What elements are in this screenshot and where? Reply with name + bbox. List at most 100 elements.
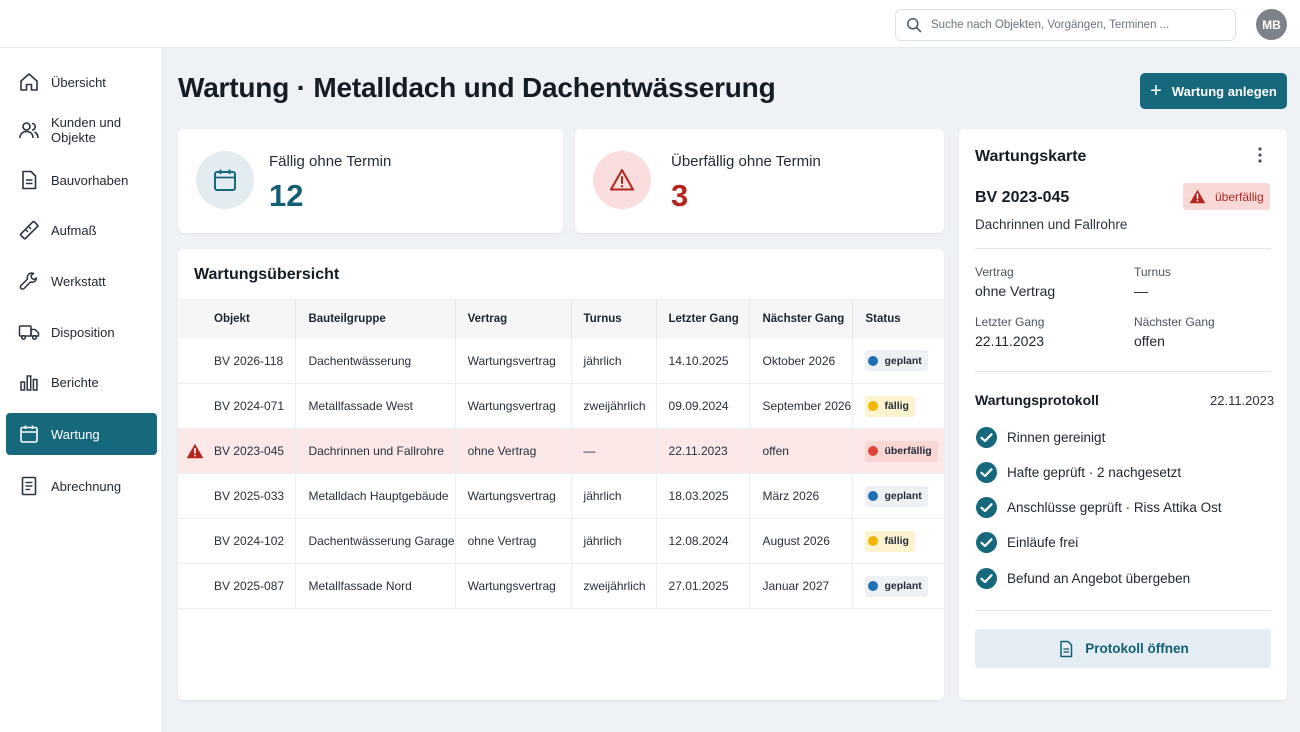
sidebar-item-label: Kunden und Objekte — [51, 115, 122, 145]
naechster-gang-value: offen — [1134, 333, 1165, 349]
cell-objekt-text: BV 2025-033 — [214, 489, 285, 503]
page-title: Wartung · Metalldach und Dachentwässerun… — [178, 72, 776, 103]
protocol-item-label: Hafte geprüft · 2 nachgesetzt — [1007, 464, 1182, 480]
cell-vertrag-text: ohne Vertrag — [467, 444, 537, 458]
column-header-vertrag[interactable]: Vertrag — [455, 299, 572, 339]
user-avatar[interactable]: MB — [1256, 9, 1287, 40]
home-icon — [18, 71, 40, 93]
column-header-turnus[interactable]: Turnus — [571, 299, 657, 339]
open-protocol-label: Protokoll öffnen — [1085, 641, 1189, 656]
column-header-status[interactable]: Status — [852, 299, 944, 339]
calendar-icon — [18, 423, 40, 445]
cell-letzter-gang-text: 18.03.2025 — [668, 489, 729, 503]
cell-naechster-gang-text: September 2026 — [762, 399, 852, 413]
sidebar-item-uebersicht[interactable]: Übersicht — [6, 61, 157, 103]
table-row[interactable]: BV 2024-071 Metallfassade West Wartungsver… — [178, 383, 944, 429]
cell-bauteilgruppe-text: Metallfassade Nord — [308, 579, 412, 593]
cell-naechster-gang: September 2026 — [749, 383, 854, 429]
status-label: fällig — [884, 400, 909, 412]
cell-naechster-gang-text: Januar 2027 — [762, 579, 830, 593]
cell-status: überfällig — [852, 428, 944, 474]
cell-turnus-text: jährlich — [583, 489, 622, 503]
cell-status: fällig — [852, 518, 944, 564]
cell-status: geplant — [852, 338, 944, 384]
cell-vertrag: Wartungsvertrag — [455, 473, 572, 519]
cell-vertrag: ohne Vertrag — [455, 518, 572, 564]
letzter-gang-label: Letzter Gang — [975, 315, 1045, 329]
table-row[interactable]: BV 2024-102 Dachentwässerung Garage ohne V… — [178, 518, 944, 564]
cell-letzter-gang-text: 27.01.2025 — [668, 579, 729, 593]
create-maintenance-label: Wartung anlegen — [1171, 83, 1277, 99]
status-label: überfällig — [884, 445, 932, 457]
table-row[interactable]: BV 2025-087 Metallfassade Nord Wartungsver… — [178, 563, 944, 609]
overview-title: Wartungsübersicht — [194, 266, 340, 283]
protocol-item: Hafte geprüft · 2 nachgesetzt — [975, 460, 1181, 484]
cell-letzter-gang-text: 12.08.2024 — [668, 534, 729, 548]
cell-bauteilgruppe: Metallfassade Nord — [295, 563, 456, 609]
stat-card-due[interactable]: Fällig ohne Termin 12 — [178, 129, 563, 233]
cell-bauteilgruppe-text: Dachrinnen und Fallrohre — [308, 444, 444, 458]
wrench-icon — [18, 270, 40, 292]
sidebar-item-aufmass[interactable]: Aufmaß — [6, 209, 157, 251]
protocol-title: Wartungsprotokoll — [975, 392, 1099, 408]
users-icon — [18, 119, 40, 141]
sidebar-item-abrechnung[interactable]: Abrechnung — [6, 465, 157, 507]
table-header-row: Objekt Bauteilgruppe Vertrag Turnus Letz… — [178, 299, 944, 339]
sidebar-item-bauvorhaben[interactable]: Bauvorhaben — [6, 159, 157, 201]
cell-turnus-text: jährlich — [583, 534, 622, 548]
cell-vertrag-text: Wartungsvertrag — [467, 489, 556, 503]
status-badge: geplant — [865, 485, 928, 507]
status-badge: fällig — [865, 395, 915, 417]
sidebar-item-label: Aufmaß — [51, 222, 97, 238]
cell-naechster-gang: Oktober 2026 — [749, 338, 854, 384]
letzter-gang-value: 22.11.2023 — [975, 333, 1045, 349]
check-circle-icon — [976, 531, 997, 553]
search-input[interactable] — [931, 19, 1221, 31]
table-row[interactable]: BV 2023-045 Dachrinnen und Fallrohre ohne … — [178, 428, 944, 474]
document-icon — [18, 169, 40, 191]
sidebar-item-wartung[interactable]: Wartung — [6, 413, 157, 455]
top-bar: MB — [0, 0, 1300, 48]
cell-bauteilgruppe: Metallfassade West — [295, 383, 456, 429]
column-header-bauteilgruppe[interactable]: Bauteilgruppe — [295, 299, 456, 339]
cell-bauteilgruppe: Dachrinnen und Fallrohre — [295, 428, 456, 474]
search-icon — [907, 18, 922, 33]
sidebar-item-kunden[interactable]: Kunden und Objekte — [6, 109, 157, 151]
table-row[interactable]: BV 2026-118 Dachentwässerung Wartungsvertr… — [178, 338, 944, 384]
status-label: geplant — [884, 490, 922, 502]
cell-naechster-gang: März 2026 — [749, 473, 854, 519]
sidebar-item-werkstatt[interactable]: Werkstatt — [6, 260, 157, 302]
table-row[interactable]: BV 2025-033 Metalldach Hauptgebäude Wartun… — [178, 473, 944, 519]
divider — [975, 248, 1271, 249]
sidebar-item-disposition[interactable]: Disposition — [6, 311, 157, 353]
turnus-label: Turnus — [1134, 265, 1171, 279]
status-label: fällig — [884, 535, 909, 547]
cell-letzter-gang: 27.01.2025 — [656, 563, 751, 609]
open-protocol-button[interactable]: Protokoll öffnen — [975, 629, 1271, 668]
sidebar-item-berichte[interactable]: Berichte — [6, 361, 157, 403]
vertrag-value: ohne Vertrag — [975, 283, 1056, 299]
cell-bauteilgruppe: Dachentwässerung — [295, 338, 456, 384]
cell-vertrag: Wartungsvertrag — [455, 563, 572, 609]
column-header-objekt[interactable]: Objekt — [178, 299, 297, 339]
cell-objekt-text: BV 2024-102 — [214, 534, 285, 548]
cell-bauteilgruppe-text: Metalldach Hauptgebäude — [308, 489, 449, 503]
create-maintenance-button[interactable]: + Wartung anlegen — [1140, 73, 1287, 109]
status-badge: überfällig — [1183, 183, 1270, 210]
status-dot-icon — [868, 581, 879, 591]
status-dot-icon — [868, 401, 879, 411]
cell-turnus: — — [571, 428, 657, 474]
stat-due-label: Fällig ohne Termin — [269, 153, 392, 170]
cell-turnus: zweijährlich — [571, 383, 657, 429]
ruler-icon — [18, 219, 40, 241]
cell-objekt-text: BV 2026-118 — [214, 353, 284, 368]
search-box[interactable] — [895, 9, 1236, 41]
stat-card-overdue[interactable]: Überfällig ohne Termin 3 — [575, 129, 944, 233]
cell-turnus-text: jährlich — [583, 353, 622, 368]
column-header-naechster-gang[interactable]: Nächster Gang — [749, 299, 854, 339]
sidebar-item-label: Disposition — [51, 324, 115, 340]
column-header-letzter-gang[interactable]: Letzter Gang — [656, 299, 751, 339]
protocol-date: 22.11.2023 — [1210, 393, 1275, 408]
cell-objekt: BV 2025-087 — [178, 563, 297, 609]
more-options-icon[interactable] — [1252, 145, 1268, 165]
